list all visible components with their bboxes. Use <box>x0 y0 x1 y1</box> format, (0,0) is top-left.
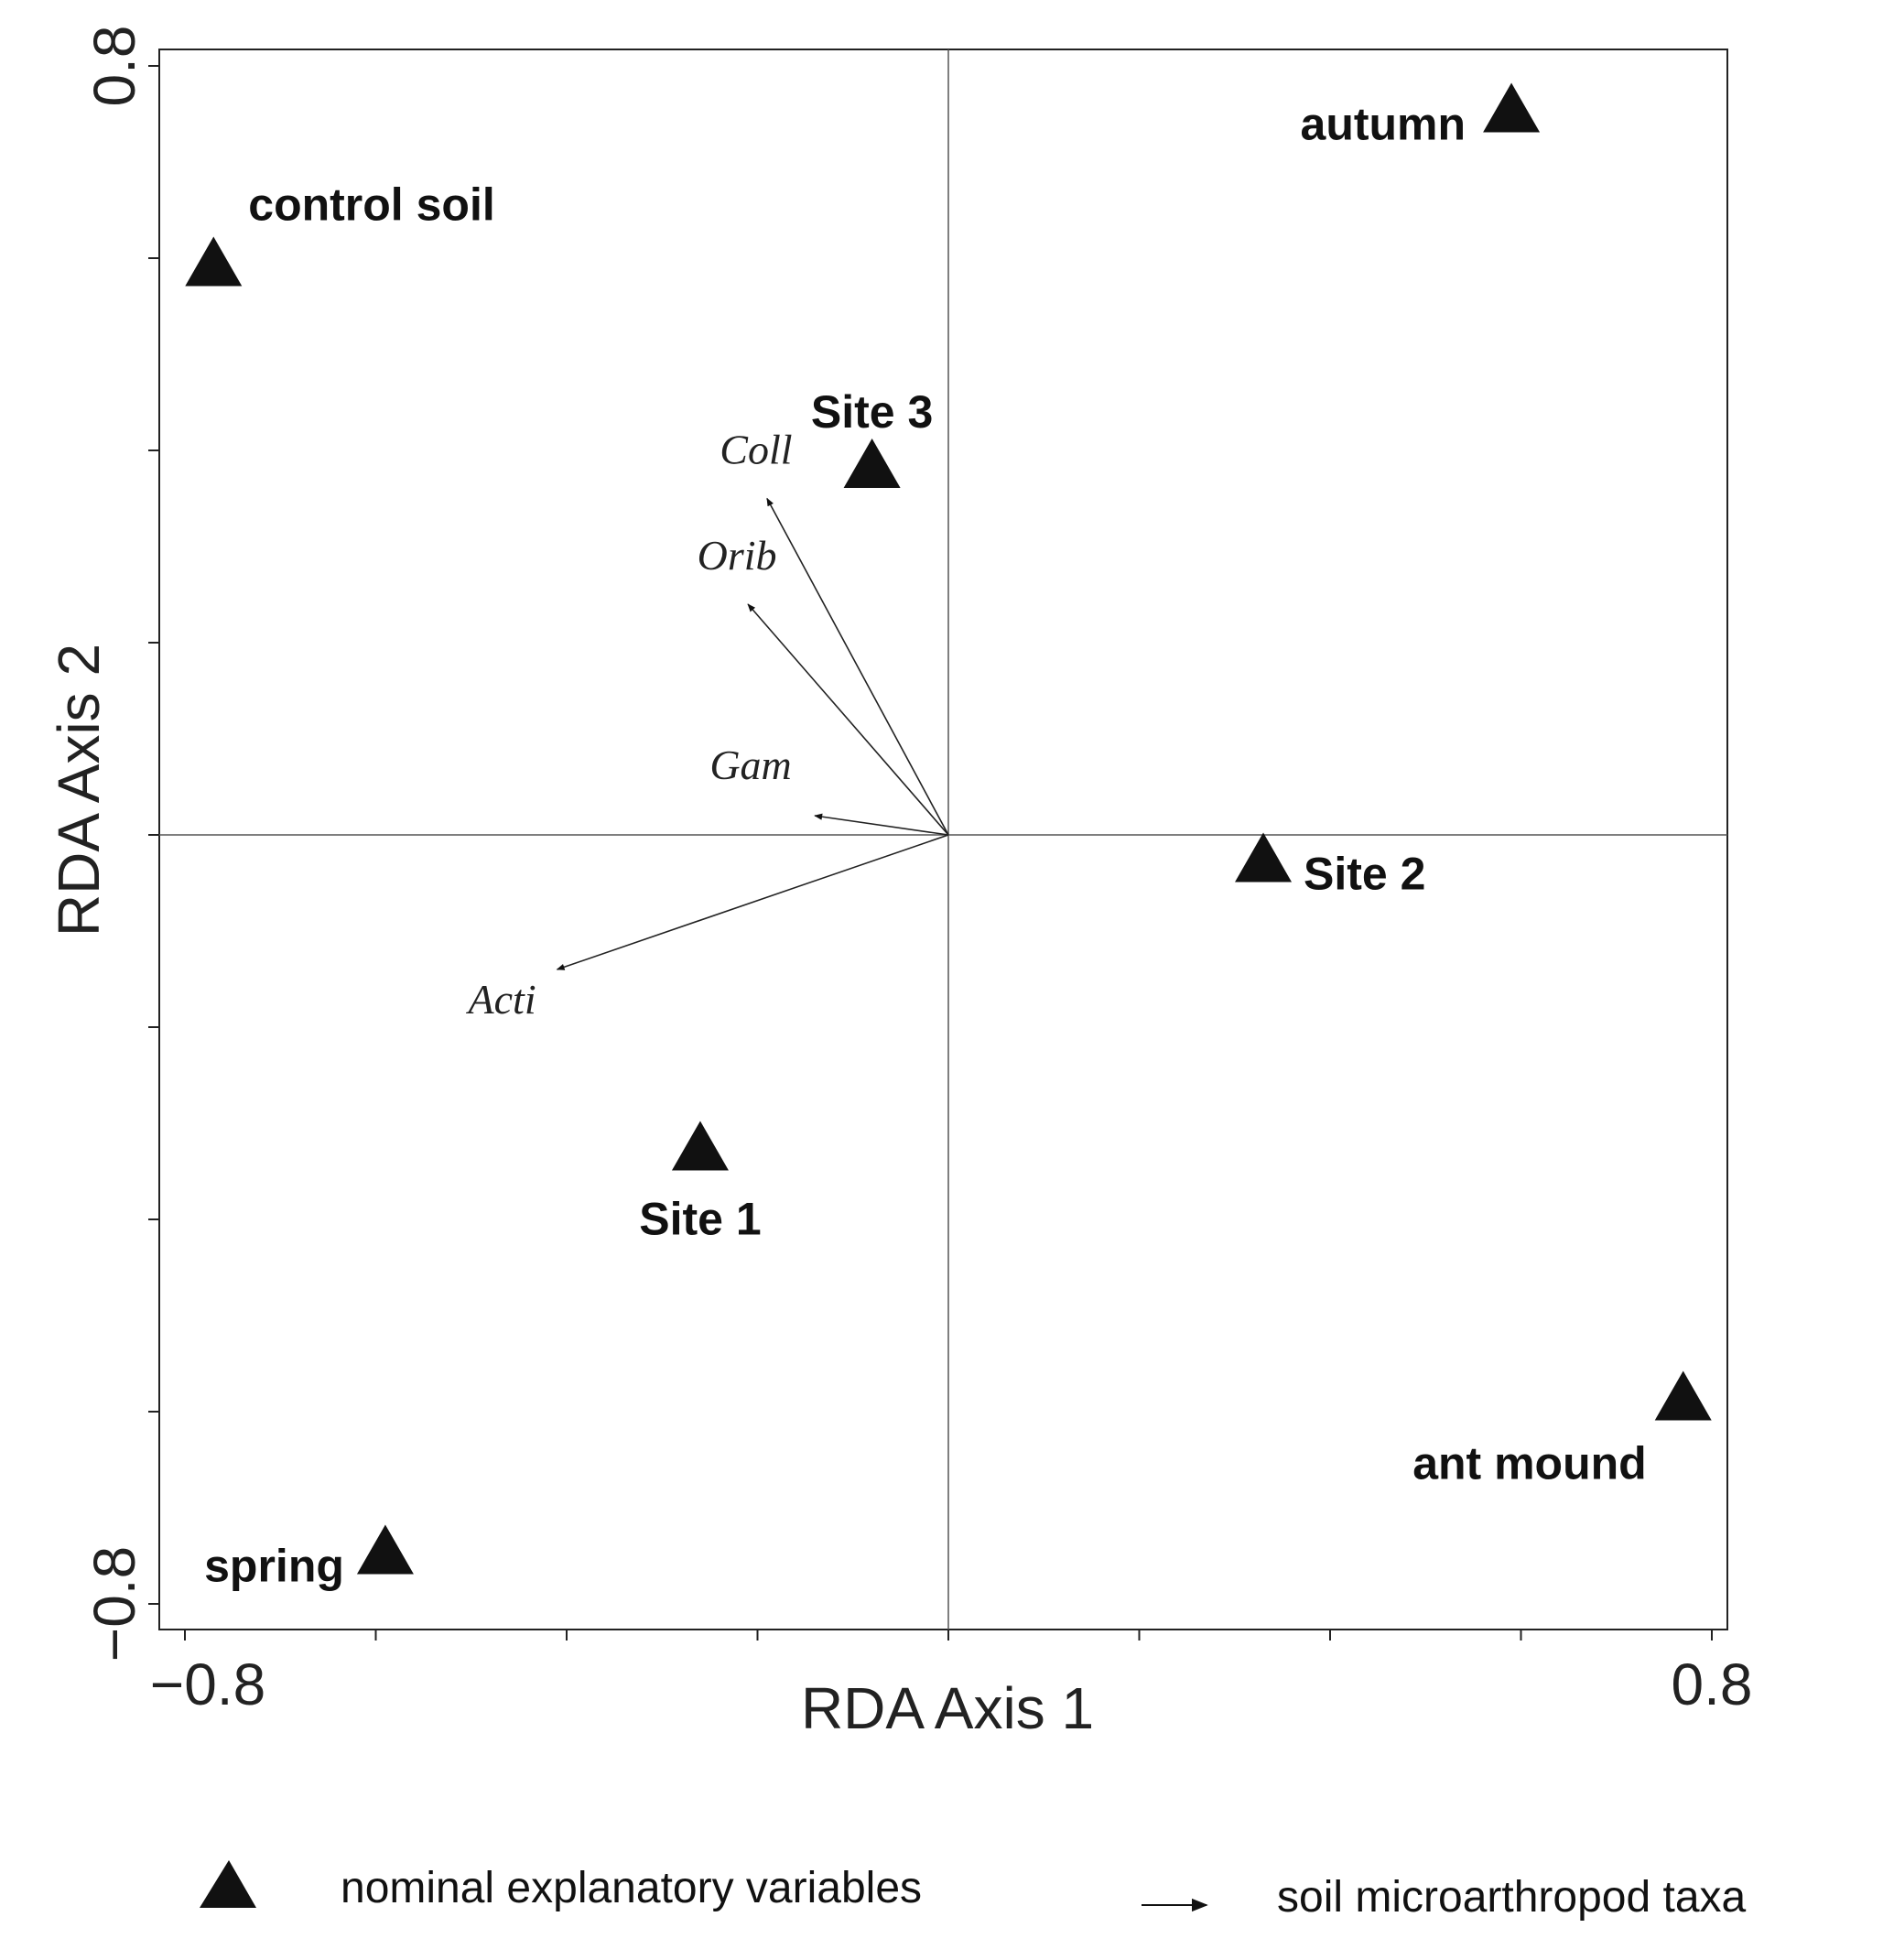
arrow-label-acti: Acti <box>466 976 536 1023</box>
x-axis-label: RDA Axis 1 <box>801 1675 1094 1741</box>
centroid-label-ant-mound: ant mound <box>1412 1438 1647 1489</box>
legend-label-taxa: soil microarthropod taxa <box>1277 1873 1747 1922</box>
arrow-label-coll: Coll <box>720 427 792 473</box>
x-tick-label: 0.8 <box>1672 1651 1753 1717</box>
arrow-coll <box>766 497 949 836</box>
centroid-label-control-soil: control soil <box>248 179 494 231</box>
plot-frame <box>158 49 1728 1630</box>
x-tick-label: −0.8 <box>150 1651 265 1717</box>
y-axis-label: RDA Axis 2 <box>46 644 112 937</box>
centroid-label-site-3: Site 3 <box>811 386 933 438</box>
centroid-marker-autumn <box>1483 82 1541 133</box>
centroid-label-autumn: autumn <box>1301 99 1466 150</box>
centroid-label-site-1: Site 1 <box>639 1194 761 1245</box>
arrow-gam <box>814 813 949 836</box>
legend-label-variables: nominal explanatory variables <box>341 1864 922 1912</box>
arrow-orib <box>747 603 949 836</box>
centroid-marker-site-2 <box>1235 832 1293 883</box>
centroid-marker-site-1 <box>671 1121 729 1171</box>
centroid-marker-control-soil <box>185 236 243 287</box>
arrow-acti <box>556 834 949 970</box>
centroid-label-spring: spring <box>204 1541 344 1592</box>
centroid-label-site-2: Site 2 <box>1304 849 1425 900</box>
arrow-label-gam: Gam <box>709 742 791 788</box>
centroid-marker-ant-mound <box>1654 1370 1712 1421</box>
y-tick-label: 0.8 <box>81 26 147 107</box>
centroid-marker-site-3 <box>843 439 901 488</box>
arrow-label-orib: Orib <box>698 532 777 579</box>
legend: nominal explanatory variables soil micro… <box>200 1860 1747 1922</box>
y-tick-label: −0.8 <box>81 1546 147 1662</box>
legend-triangle-icon <box>200 1860 256 1908</box>
centroid-marker-spring <box>356 1524 414 1575</box>
